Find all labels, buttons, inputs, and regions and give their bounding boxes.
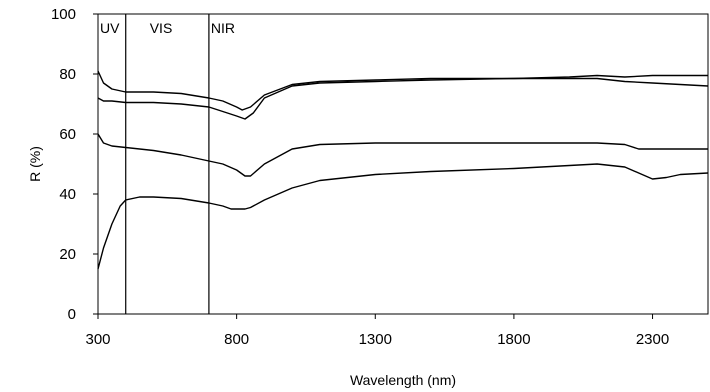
y-axis-title: R (%) xyxy=(27,146,43,182)
y-tick-label: 60 xyxy=(59,126,76,143)
y-tick-label: 100 xyxy=(51,6,76,23)
plot-area xyxy=(97,13,709,315)
y-tick-label: 40 xyxy=(59,186,76,203)
series-line-3 xyxy=(97,133,708,177)
region-label-uv: UV xyxy=(100,20,120,36)
y-tick-label: 20 xyxy=(59,246,76,263)
plot-frame xyxy=(97,13,709,315)
x-tick-label: 300 xyxy=(85,331,110,348)
region-label-nir: NIR xyxy=(211,20,235,36)
y-tick-label: 0 xyxy=(68,306,76,323)
y-tick-label: 80 xyxy=(59,66,76,83)
x-axis: 300 800 1300 1800 2300 xyxy=(85,314,669,348)
region-lines: UV VIS NIR xyxy=(100,14,235,314)
series-line-4 xyxy=(97,163,709,270)
series-line-2 xyxy=(97,77,709,120)
region-label-vis: VIS xyxy=(150,20,173,36)
x-tick-label: 1300 xyxy=(359,331,392,348)
x-axis-title: Wavelength (nm) xyxy=(350,372,456,388)
series-line-1 xyxy=(97,70,708,111)
series-group xyxy=(97,70,709,270)
y-axis: 0 20 40 60 80 100 xyxy=(51,6,98,323)
x-tick-label: 800 xyxy=(224,331,249,348)
x-tick-label: 2300 xyxy=(636,331,669,348)
x-tick-label: 1800 xyxy=(497,331,530,348)
